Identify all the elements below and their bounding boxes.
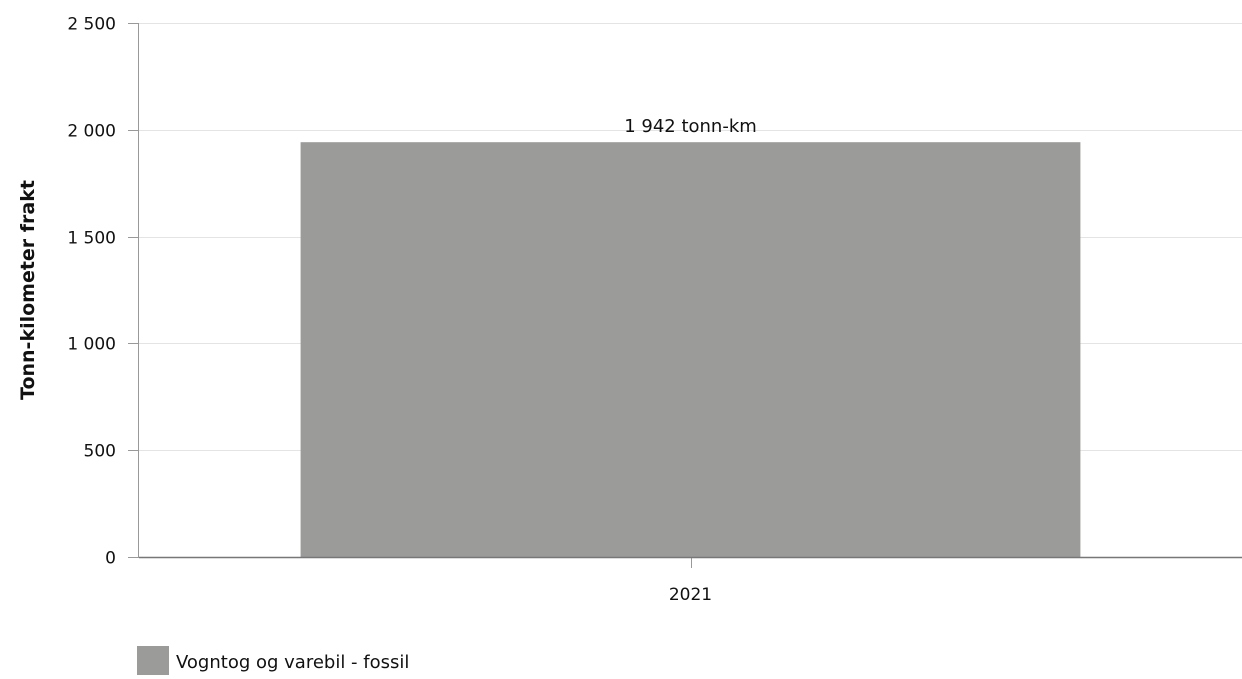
bars — [300, 142, 1081, 558]
bar-2021 — [300, 142, 1081, 558]
x-tick-label: 2021 — [669, 585, 712, 605]
tick-labels: 0 500 1 000 1 500 2 000 2 500 2021 — [67, 15, 712, 606]
y-tick-label: 2 000 — [67, 122, 116, 142]
y-axis-title: Tonn-kilometer frakt — [17, 180, 39, 400]
y-tick-label: 1 500 — [67, 229, 116, 249]
legend-swatch — [137, 646, 169, 675]
axes — [128, 23, 1242, 568]
legend-label: Vogntog og varebil - fossil — [176, 652, 409, 673]
y-tick-label: 1 000 — [67, 335, 116, 355]
data-labels: 1 942 tonn-km — [624, 116, 757, 137]
legend: Vogntog og varebil - fossil — [137, 646, 409, 675]
y-tick-label: 500 — [84, 442, 116, 462]
y-tick-label: 2 500 — [67, 15, 116, 35]
y-tick-label: 0 — [105, 549, 116, 569]
bar-data-label: 1 942 tonn-km — [624, 116, 757, 137]
